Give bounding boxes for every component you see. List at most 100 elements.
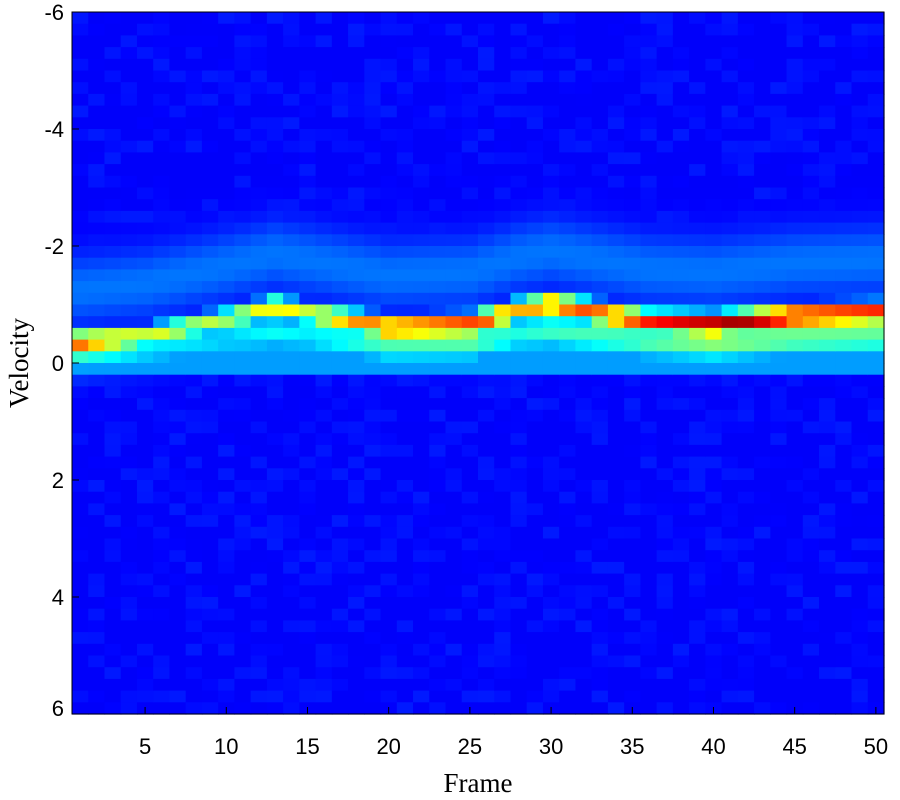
heatmap-cell	[266, 667, 284, 680]
heatmap-cell	[689, 327, 706, 341]
heatmap-cell	[185, 398, 203, 411]
heatmap-cell	[461, 503, 479, 516]
heatmap-cell	[591, 456, 609, 469]
heatmap-cell	[169, 222, 187, 235]
heatmap-cell	[283, 140, 300, 153]
heatmap-cell	[802, 573, 820, 586]
heatmap-cell	[461, 175, 479, 189]
heatmap-cell	[153, 93, 171, 107]
heatmap-cell	[88, 93, 106, 107]
heatmap-cell	[429, 538, 447, 551]
heatmap-cell	[542, 187, 560, 200]
heatmap-cell	[494, 339, 512, 352]
heatmap-cell	[201, 468, 219, 481]
heatmap-cell	[835, 234, 853, 247]
heatmap-cell	[510, 234, 528, 247]
heatmap-cell	[380, 655, 398, 668]
heatmap-cell	[250, 655, 268, 668]
heatmap-cell	[835, 105, 853, 118]
heatmap-cell	[689, 187, 706, 200]
heatmap-cell	[331, 292, 349, 306]
heatmap-cell	[705, 257, 723, 270]
heatmap-cell	[835, 608, 853, 621]
heatmap-cell	[526, 269, 544, 282]
heatmap-cell	[542, 292, 560, 306]
heatmap-cell	[266, 374, 284, 387]
heatmap-cell	[136, 327, 154, 341]
heatmap-cell	[478, 468, 495, 481]
heatmap-cell	[478, 550, 495, 563]
heatmap-cell	[169, 409, 187, 423]
heatmap-cell	[104, 339, 122, 352]
heatmap-cell	[802, 316, 820, 329]
heatmap-cell	[754, 47, 771, 60]
heatmap-cell	[770, 47, 788, 60]
heatmap-cell	[201, 550, 219, 563]
heatmap-cell	[478, 339, 495, 352]
heatmap-cell	[721, 105, 739, 118]
heatmap-cell	[266, 573, 284, 586]
heatmap-cell	[234, 386, 252, 399]
heatmap-cell	[120, 386, 138, 399]
heatmap-cell	[786, 304, 804, 317]
heatmap-cell	[689, 292, 706, 306]
heatmap-cell	[88, 561, 106, 575]
heatmap-cell	[526, 82, 544, 95]
heatmap-cell	[494, 117, 512, 130]
heatmap-cell	[867, 550, 885, 563]
heatmap-cell	[120, 246, 138, 259]
heatmap-cell	[494, 199, 512, 212]
heatmap-cell	[802, 526, 820, 540]
heatmap-cell	[348, 702, 365, 715]
heatmap-cell	[104, 398, 122, 411]
heatmap-cell	[136, 667, 154, 680]
heatmap-cell	[185, 363, 203, 376]
heatmap-cell	[770, 363, 788, 376]
heatmap-cell	[266, 105, 284, 118]
heatmap-cell	[559, 175, 577, 189]
heatmap-cell	[819, 678, 836, 692]
heatmap-cell	[88, 292, 106, 306]
heatmap-cell	[542, 573, 560, 586]
heatmap-cell	[153, 210, 171, 224]
heatmap-cell	[640, 234, 658, 247]
heatmap-cell	[721, 561, 739, 575]
heatmap-cell	[348, 585, 365, 598]
heatmap-cell	[591, 503, 609, 516]
heatmap-cell	[526, 444, 544, 458]
heatmap-cell	[672, 678, 690, 692]
heatmap-cell	[299, 351, 317, 364]
heatmap-cell	[607, 234, 625, 247]
heatmap-cell	[656, 597, 674, 610]
heatmap-cell	[331, 222, 349, 235]
heatmap-cell	[153, 667, 171, 680]
heatmap-cell	[201, 620, 219, 633]
heatmap-cell	[770, 690, 788, 703]
heatmap-cell	[819, 503, 836, 516]
heatmap-cell	[721, 82, 739, 95]
heatmap-cell	[218, 409, 235, 423]
heatmap-cell	[591, 117, 609, 130]
heatmap-cell	[331, 491, 349, 504]
heatmap-cell	[234, 409, 252, 423]
heatmap-cell	[380, 339, 398, 352]
heatmap-cell	[429, 702, 447, 715]
heatmap-cell	[364, 655, 382, 668]
heatmap-cell	[656, 503, 674, 516]
heatmap-cell	[867, 316, 885, 329]
heatmap-cell	[819, 23, 836, 36]
heatmap-cell	[348, 257, 365, 270]
heatmap-cell	[591, 129, 609, 142]
heatmap-cell	[396, 304, 414, 317]
heatmap-cell	[72, 93, 89, 107]
heatmap-cell	[770, 292, 788, 306]
heatmap-cell	[461, 409, 479, 423]
heatmap-cell	[559, 82, 577, 95]
heatmap-cell	[656, 129, 674, 142]
heatmap-cell	[705, 351, 723, 364]
heatmap-cell	[542, 678, 560, 692]
heatmap-cell	[380, 398, 398, 411]
heatmap-cell	[705, 374, 723, 387]
heatmap-cell	[185, 386, 203, 399]
heatmap-cell	[266, 398, 284, 411]
